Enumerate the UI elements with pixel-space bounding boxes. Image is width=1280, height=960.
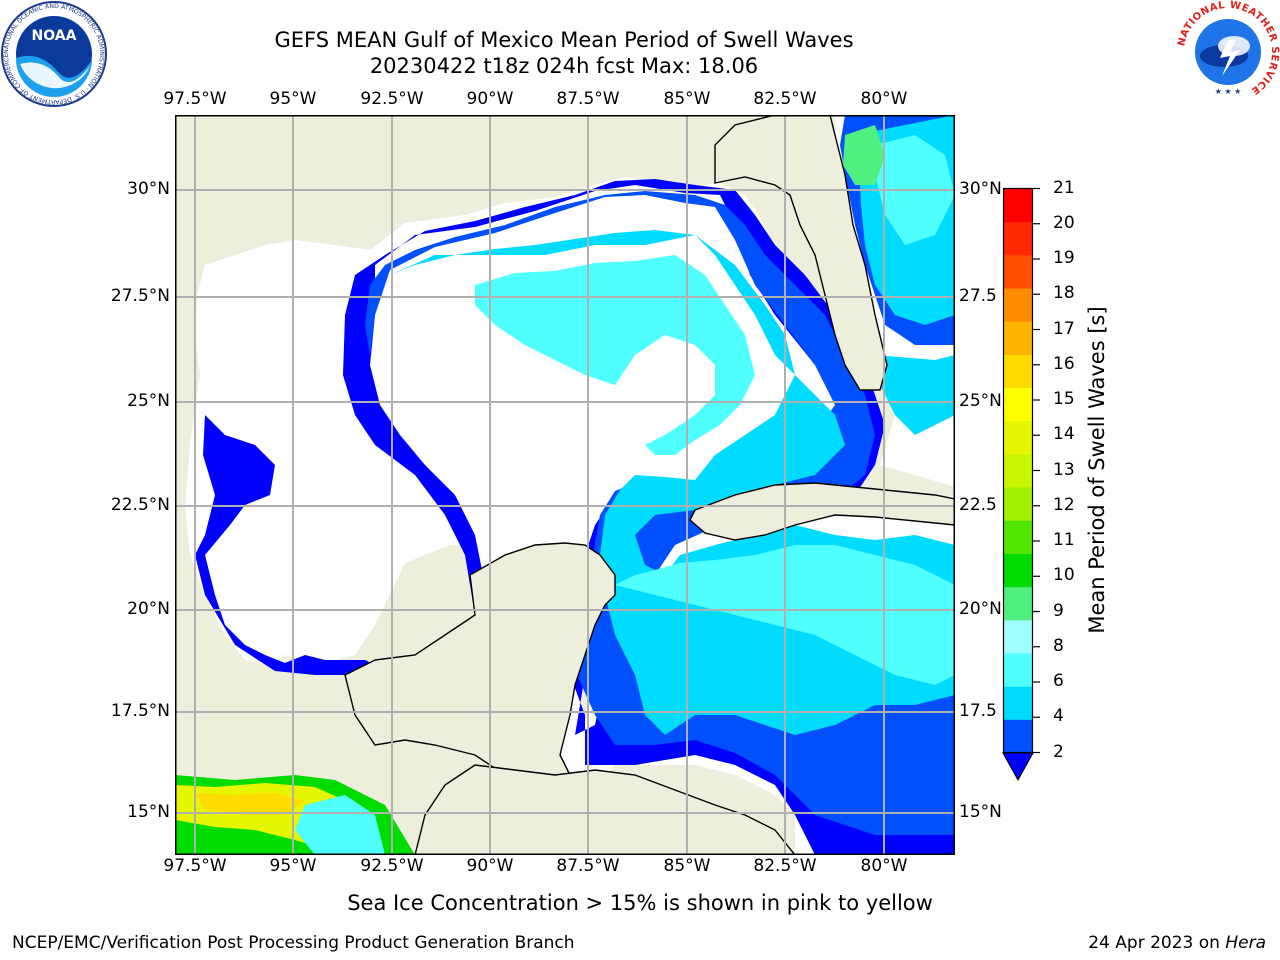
colorbar-segment bbox=[1003, 387, 1033, 422]
sea-ice-note: Sea Ice Concentration > 15% is shown in … bbox=[347, 891, 933, 915]
lon-tick-label: 97.5°W bbox=[163, 856, 227, 876]
colorbar bbox=[1002, 187, 1040, 782]
colorbar-segment bbox=[1003, 288, 1033, 322]
lat-tick-label: 27.5°N bbox=[110, 286, 170, 306]
lat-tick-label: 17.5°N bbox=[110, 701, 170, 721]
swell-band-green bbox=[843, 125, 885, 185]
lat-tick-label: 17.5 bbox=[959, 701, 997, 721]
map-frame bbox=[175, 115, 955, 855]
noaa-logo: NATIONAL OCEANIC AND ATMOSPHERIC ADMINIS… bbox=[0, 0, 107, 107]
lon-tick-label: 82.5°W bbox=[753, 89, 817, 109]
lon-tick-label: 95°W bbox=[269, 89, 317, 109]
colorbar-segment bbox=[1003, 553, 1033, 588]
lon-tick-label: 80°W bbox=[860, 89, 908, 109]
colorbar-tick-label: 10 bbox=[1053, 565, 1075, 586]
colorbar-under-triangle bbox=[1002, 752, 1034, 782]
colorbar-segment bbox=[1003, 254, 1033, 289]
colorbar-label: Mean Period of Swell Waves [s] bbox=[1085, 306, 1109, 634]
lon-tick-label: 95°W bbox=[269, 856, 317, 876]
graticule bbox=[175, 115, 955, 855]
lat-tick-label: 30°N bbox=[959, 179, 1002, 199]
colorbar-segment bbox=[1003, 487, 1033, 521]
colorbar-segment bbox=[1003, 420, 1033, 455]
colorbar-tick-label: 19 bbox=[1053, 248, 1075, 268]
svg-text:★ ★ ★: ★ ★ ★ bbox=[1215, 87, 1242, 96]
footer-credit: NCEP/EMC/Verification Post Processing Pr… bbox=[12, 933, 575, 953]
colorbar-tick-label: 17 bbox=[1053, 318, 1075, 339]
colorbar-tick-label: 18 bbox=[1053, 283, 1075, 304]
chart-subtitle-forecast: 20230422 t18z 024h fcst Max: 18.06 bbox=[369, 54, 759, 78]
colorbar-segment bbox=[1003, 686, 1033, 720]
colorbar-segment bbox=[1003, 453, 1033, 488]
lat-tick-label: 20°N bbox=[127, 599, 170, 619]
lat-tick-label: 25°N bbox=[127, 391, 170, 411]
lat-tick-label: 15°N bbox=[959, 802, 1002, 822]
colorbar-segment bbox=[1003, 188, 1033, 223]
colorbar-tick-label: 6 bbox=[1053, 671, 1064, 691]
lon-tick-label: 92.5°W bbox=[360, 89, 424, 109]
lon-tick-label: 85°W bbox=[663, 856, 711, 876]
nws-logo: NATIONAL WEATHER SERVICE ★ ★ ★ bbox=[1176, 0, 1280, 100]
colorbar-tick-label: 8 bbox=[1053, 635, 1064, 656]
footer-host: Hera bbox=[1225, 933, 1266, 953]
colorbar-segment bbox=[1003, 354, 1033, 389]
lon-tick-label: 90°W bbox=[466, 856, 514, 876]
footer-date: 24 Apr 2023 on Hera bbox=[1088, 933, 1266, 953]
lon-tick-label: 90°W bbox=[466, 89, 514, 109]
colorbar-tick-label: 16 bbox=[1053, 353, 1075, 374]
lat-tick-label: 22.5°N bbox=[110, 495, 170, 515]
lon-tick-label: 87.5°W bbox=[556, 856, 620, 876]
colorbar-segment bbox=[1003, 520, 1033, 554]
colorbar-tick-label: 21 bbox=[1053, 177, 1075, 198]
lon-tick-label: 92.5°W bbox=[360, 856, 424, 876]
swell-band-light-cyan bbox=[475, 135, 955, 685]
lat-tick-label: 22.5 bbox=[959, 495, 997, 515]
lon-tick-label: 97.5°W bbox=[163, 89, 227, 109]
colorbar-tick-label: 13 bbox=[1053, 459, 1075, 480]
colorbar-tick-label: 4 bbox=[1053, 706, 1064, 727]
footer-date-text: 24 Apr 2023 on bbox=[1088, 933, 1226, 953]
lat-tick-label: 25°N bbox=[959, 391, 1002, 411]
colorbar-tick-label: 14 bbox=[1053, 424, 1075, 445]
map-panel bbox=[175, 115, 955, 855]
colorbar-segment bbox=[1003, 719, 1033, 753]
land-central-america bbox=[414, 764, 796, 855]
lat-tick-label: 15°N bbox=[127, 802, 170, 822]
colorbar-tick-label: 20 bbox=[1053, 212, 1075, 233]
lat-tick-label: 27.5 bbox=[959, 286, 997, 306]
lon-tick-label: 80°W bbox=[860, 856, 908, 876]
colorbar-tick-label: 2 bbox=[1053, 741, 1064, 762]
colorbar-segment bbox=[1003, 586, 1033, 621]
colorbar-segment bbox=[1003, 221, 1033, 256]
colorbar-tick-label: 9 bbox=[1053, 600, 1064, 621]
lat-tick-label: 20°N bbox=[959, 599, 1002, 619]
lat-tick-label: 30°N bbox=[127, 179, 170, 199]
lon-tick-label: 82.5°W bbox=[753, 856, 817, 876]
colorbar-tick-label: 15 bbox=[1053, 389, 1075, 409]
land-cuba bbox=[689, 482, 955, 541]
colorbar-segment bbox=[1003, 321, 1033, 355]
swell-band-orange-sw bbox=[195, 793, 305, 815]
colorbar-segment bbox=[1003, 619, 1033, 654]
swell-band-cyan-sw bbox=[295, 795, 385, 855]
colorbar-tick-label: 11 bbox=[1053, 530, 1075, 550]
chart-title: GEFS MEAN Gulf of Mexico Mean Period of … bbox=[274, 28, 854, 52]
colorbar-segment bbox=[1003, 652, 1033, 687]
lon-tick-label: 85°W bbox=[663, 89, 711, 109]
svg-text:NOAA: NOAA bbox=[32, 28, 77, 44]
lon-tick-label: 87.5°W bbox=[556, 89, 620, 109]
colorbar-tick-label: 12 bbox=[1053, 494, 1075, 515]
